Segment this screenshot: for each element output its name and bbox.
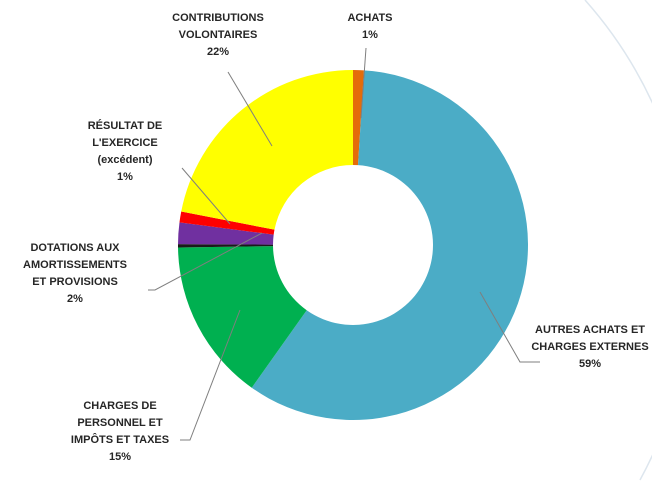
donut-segment [178,246,307,388]
donut-segment [178,244,274,248]
category-label: RÉSULTAT DE L'EXERCICE (excédent) [87,120,163,166]
donut-segment [251,70,528,421]
category-label: CHARGES DE PERSONNEL ET IMPÔTS ET TAXES [70,400,170,446]
leader-line [360,47,367,119]
data-label: DOTATIONS AUX AMORTISSEMENTS ET PROVISIO… [19,240,131,308]
leader-line [479,291,540,363]
donut-segment [353,70,364,166]
leader-line [180,309,241,441]
value-label: 1% [117,171,133,183]
category-label: CONTRIBUTIONS VOLONTAIRES [172,12,264,41]
leader-line [181,167,231,225]
data-label: RÉSULTAT DE L'EXERCICE (excédent) 1% [75,118,175,186]
value-label: 22% [206,46,230,58]
category-label: ACHATS [347,12,393,24]
data-label: CONTRIBUTIONS VOLONTAIRES 22% [158,10,278,61]
leader-line [148,232,263,291]
data-label: AUTRES ACHATS ET CHARGES EXTERNES 59% [530,322,650,373]
value-label: 15% [108,451,132,463]
value-label: 59% [578,358,602,370]
value-label: 1% [362,29,378,41]
value-label: 2% [67,293,83,305]
category-label: DOTATIONS AUX AMORTISSEMENTS ET PROVISIO… [23,242,127,288]
decor-arc [584,0,652,481]
donut-segment [181,70,353,230]
category-label: AUTRES ACHATS ET CHARGES EXTERNES [531,324,649,353]
data-label: CHARGES DE PERSONNEL ET IMPÔTS ET TAXES 1… [65,398,175,466]
data-label: ACHATS 1% [330,10,410,44]
leader-line [227,71,273,147]
donut-segment [179,211,275,235]
